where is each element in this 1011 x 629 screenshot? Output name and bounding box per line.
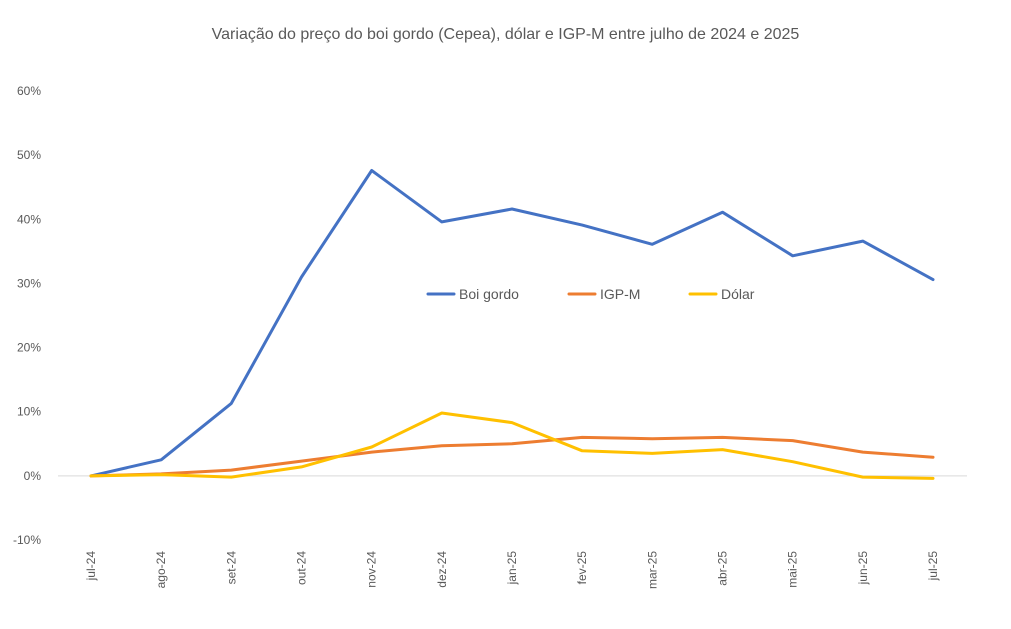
y-tick-label: 30% — [17, 276, 41, 290]
y-tick-label: 50% — [17, 148, 41, 162]
x-tick-label: ago-24 — [154, 551, 168, 589]
legend-label: Boi gordo — [459, 286, 519, 302]
x-tick-label: mai-25 — [786, 551, 800, 588]
y-axis-labels: -10% 0% 10% 20% 30% 40% 50% 60% — [13, 84, 41, 547]
y-tick-label: -10% — [13, 533, 41, 547]
x-tick-label: dez-24 — [435, 551, 449, 588]
x-tick-label: abr-25 — [716, 551, 730, 586]
x-tick-label: jul-24 — [84, 551, 98, 582]
x-tick-label: nov-24 — [365, 551, 379, 588]
chart-title: Variação do preço do boi gordo (Cepea), … — [211, 26, 800, 43]
legend: Boi gordo IGP-M Dólar — [426, 286, 755, 302]
x-tick-label: jun-25 — [856, 551, 870, 586]
x-tick-label: jul-25 — [926, 551, 940, 582]
series-lines — [89, 169, 935, 480]
legend-label: IGP-M — [600, 286, 640, 302]
y-tick-label: 10% — [17, 405, 41, 419]
x-axis-labels: jul-24 ago-24 set-24 out-24 nov-24 dez-24 jan-… — [84, 551, 940, 589]
series-line-igp-m — [89, 435, 935, 478]
x-tick-label: jan-25 — [505, 551, 519, 586]
x-tick-label: fev-25 — [575, 551, 589, 585]
x-tick-label: set-24 — [224, 551, 238, 585]
series-line-boi-gordo — [89, 169, 935, 478]
series-line-d-lar — [89, 411, 935, 480]
y-tick-label: 20% — [17, 341, 41, 355]
y-tick-label: 0% — [24, 469, 42, 483]
x-tick-label: mar-25 — [645, 551, 659, 589]
y-tick-label: 40% — [17, 212, 41, 226]
x-tick-label: out-24 — [295, 551, 309, 585]
legend-label: Dólar — [721, 286, 755, 302]
y-tick-label: 60% — [17, 84, 41, 98]
